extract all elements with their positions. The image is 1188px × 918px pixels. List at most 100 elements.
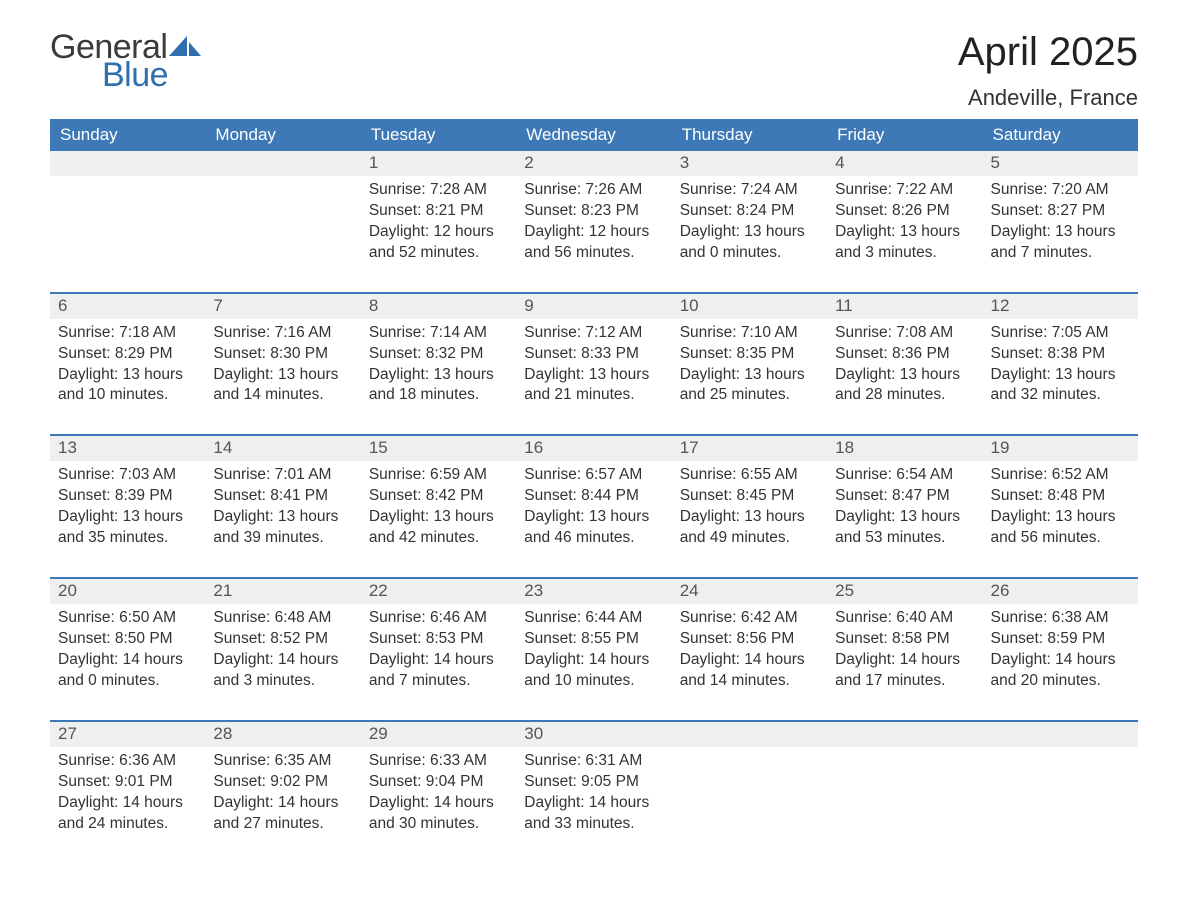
sunset-line: Sunset: 8:30 PM (213, 344, 352, 365)
daylight-line: Daylight: 12 hours and 52 minutes. (369, 222, 508, 264)
day-content-cell: Sunrise: 6:55 AMSunset: 8:45 PMDaylight:… (672, 461, 827, 578)
page-header: General Blue April 2025 Andeville, Franc… (50, 30, 1138, 111)
day-header: Wednesday (516, 119, 671, 151)
day-number-cell: 17 (672, 435, 827, 461)
sunset-line: Sunset: 8:27 PM (991, 201, 1130, 222)
day-number-cell: 25 (827, 578, 982, 604)
day-content-cell: Sunrise: 6:59 AMSunset: 8:42 PMDaylight:… (361, 461, 516, 578)
daylight-line: Daylight: 13 hours and 53 minutes. (835, 507, 974, 549)
day-header: Sunday (50, 119, 205, 151)
sunrise-line: Sunrise: 7:01 AM (213, 465, 352, 486)
sunrise-line: Sunrise: 7:05 AM (991, 323, 1130, 344)
daylight-line: Daylight: 14 hours and 24 minutes. (58, 793, 197, 835)
day-content-cell (50, 176, 205, 293)
sunrise-line: Sunrise: 6:40 AM (835, 608, 974, 629)
sunrise-line: Sunrise: 7:10 AM (680, 323, 819, 344)
sunrise-line: Sunrise: 6:31 AM (524, 751, 663, 772)
daylight-line: Daylight: 14 hours and 0 minutes. (58, 650, 197, 692)
day-content-cell: Sunrise: 7:26 AMSunset: 8:23 PMDaylight:… (516, 176, 671, 293)
day-number-cell: 6 (50, 293, 205, 319)
daylight-line: Daylight: 13 hours and 46 minutes. (524, 507, 663, 549)
daylight-line: Daylight: 13 hours and 18 minutes. (369, 365, 508, 407)
day-content-cell: Sunrise: 7:05 AMSunset: 8:38 PMDaylight:… (983, 319, 1138, 436)
day-number-cell: 30 (516, 721, 671, 747)
daylight-line: Daylight: 13 hours and 42 minutes. (369, 507, 508, 549)
day-content-cell: Sunrise: 6:42 AMSunset: 8:56 PMDaylight:… (672, 604, 827, 721)
day-number-cell: 5 (983, 151, 1138, 176)
day-number-cell: 20 (50, 578, 205, 604)
sunrise-line: Sunrise: 6:36 AM (58, 751, 197, 772)
daylight-line: Daylight: 14 hours and 27 minutes. (213, 793, 352, 835)
day-number-cell: 24 (672, 578, 827, 604)
sunrise-line: Sunrise: 7:20 AM (991, 180, 1130, 201)
sunset-line: Sunset: 8:42 PM (369, 486, 508, 507)
day-number-cell: 15 (361, 435, 516, 461)
day-number-cell: 21 (205, 578, 360, 604)
sunset-line: Sunset: 8:45 PM (680, 486, 819, 507)
day-content-cell (827, 747, 982, 863)
daylight-line: Daylight: 14 hours and 7 minutes. (369, 650, 508, 692)
daylight-line: Daylight: 13 hours and 14 minutes. (213, 365, 352, 407)
day-number-cell: 28 (205, 721, 360, 747)
daylight-line: Daylight: 13 hours and 25 minutes. (680, 365, 819, 407)
day-content-cell: Sunrise: 6:33 AMSunset: 9:04 PMDaylight:… (361, 747, 516, 863)
sunset-line: Sunset: 9:04 PM (369, 772, 508, 793)
brand-word-2: Blue (102, 58, 203, 92)
day-content-cell: Sunrise: 6:35 AMSunset: 9:02 PMDaylight:… (205, 747, 360, 863)
daylight-line: Daylight: 14 hours and 14 minutes. (680, 650, 819, 692)
daylight-line: Daylight: 14 hours and 33 minutes. (524, 793, 663, 835)
daylight-line: Daylight: 13 hours and 39 minutes. (213, 507, 352, 549)
day-number-cell: 23 (516, 578, 671, 604)
day-content-cell: Sunrise: 7:08 AMSunset: 8:36 PMDaylight:… (827, 319, 982, 436)
day-header: Monday (205, 119, 360, 151)
day-content-cell: Sunrise: 6:44 AMSunset: 8:55 PMDaylight:… (516, 604, 671, 721)
sunrise-line: Sunrise: 6:55 AM (680, 465, 819, 486)
day-number-cell: 3 (672, 151, 827, 176)
day-content-cell: Sunrise: 6:52 AMSunset: 8:48 PMDaylight:… (983, 461, 1138, 578)
day-header: Friday (827, 119, 982, 151)
sunrise-line: Sunrise: 6:42 AM (680, 608, 819, 629)
sunset-line: Sunset: 8:52 PM (213, 629, 352, 650)
sunrise-line: Sunrise: 6:33 AM (369, 751, 508, 772)
daylight-line: Daylight: 13 hours and 10 minutes. (58, 365, 197, 407)
sunrise-line: Sunrise: 6:48 AM (213, 608, 352, 629)
sunrise-line: Sunrise: 7:26 AM (524, 180, 663, 201)
day-number-cell: 14 (205, 435, 360, 461)
sunset-line: Sunset: 8:48 PM (991, 486, 1130, 507)
day-header: Tuesday (361, 119, 516, 151)
day-number-cell: 8 (361, 293, 516, 319)
sunrise-line: Sunrise: 6:35 AM (213, 751, 352, 772)
sunset-line: Sunset: 8:55 PM (524, 629, 663, 650)
day-number-cell: 9 (516, 293, 671, 319)
daylight-line: Daylight: 12 hours and 56 minutes. (524, 222, 663, 264)
sunrise-line: Sunrise: 6:46 AM (369, 608, 508, 629)
sunrise-line: Sunrise: 6:44 AM (524, 608, 663, 629)
sunrise-line: Sunrise: 7:16 AM (213, 323, 352, 344)
day-content-cell: Sunrise: 7:10 AMSunset: 8:35 PMDaylight:… (672, 319, 827, 436)
day-content-cell: Sunrise: 7:18 AMSunset: 8:29 PMDaylight:… (50, 319, 205, 436)
day-number-cell (50, 151, 205, 176)
day-content-cell: Sunrise: 6:36 AMSunset: 9:01 PMDaylight:… (50, 747, 205, 863)
calendar-body: 12345 Sunrise: 7:28 AMSunset: 8:21 PMDay… (50, 151, 1138, 862)
sunset-line: Sunset: 8:36 PM (835, 344, 974, 365)
day-number-cell: 11 (827, 293, 982, 319)
daylight-line: Daylight: 14 hours and 10 minutes. (524, 650, 663, 692)
sunrise-line: Sunrise: 6:57 AM (524, 465, 663, 486)
daylight-line: Daylight: 14 hours and 17 minutes. (835, 650, 974, 692)
day-number-cell: 2 (516, 151, 671, 176)
day-number-cell: 1 (361, 151, 516, 176)
day-number-cell: 10 (672, 293, 827, 319)
day-content-cell: Sunrise: 6:48 AMSunset: 8:52 PMDaylight:… (205, 604, 360, 721)
month-title: April 2025 (958, 30, 1138, 75)
sunset-line: Sunset: 8:56 PM (680, 629, 819, 650)
sunrise-line: Sunrise: 6:54 AM (835, 465, 974, 486)
daylight-line: Daylight: 13 hours and 49 minutes. (680, 507, 819, 549)
day-content-cell: Sunrise: 7:24 AMSunset: 8:24 PMDaylight:… (672, 176, 827, 293)
day-content-cell: Sunrise: 6:54 AMSunset: 8:47 PMDaylight:… (827, 461, 982, 578)
day-number-cell: 26 (983, 578, 1138, 604)
sunset-line: Sunset: 8:29 PM (58, 344, 197, 365)
day-content-cell: Sunrise: 7:28 AMSunset: 8:21 PMDaylight:… (361, 176, 516, 293)
sunrise-line: Sunrise: 7:18 AM (58, 323, 197, 344)
daylight-line: Daylight: 13 hours and 35 minutes. (58, 507, 197, 549)
sunset-line: Sunset: 8:21 PM (369, 201, 508, 222)
